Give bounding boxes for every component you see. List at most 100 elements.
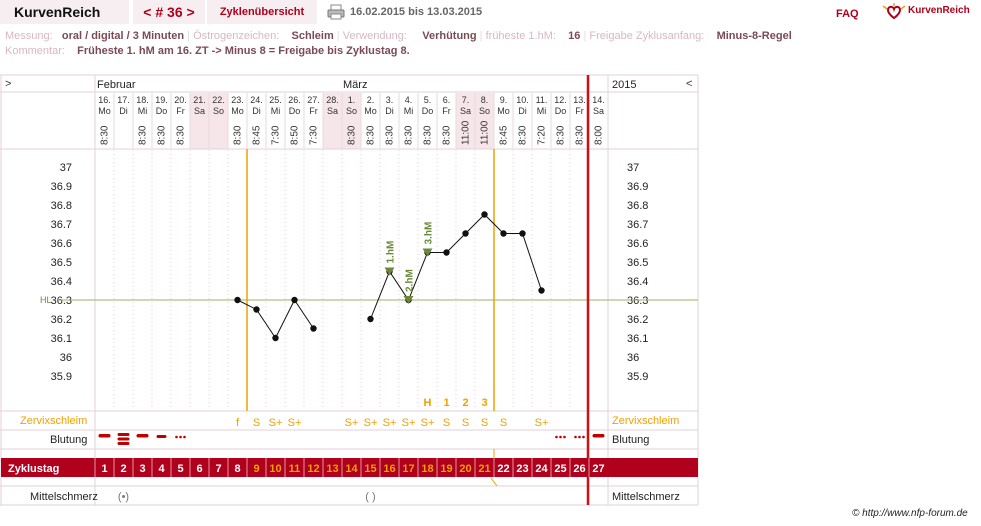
y-tick-left: 36.1 <box>51 333 72 345</box>
weekend-column <box>475 93 494 149</box>
nav-prev-button[interactable]: > <box>5 78 11 90</box>
date-label: 8. <box>481 95 489 105</box>
freigabe-label: Freigabe Zyklusanfang: <box>589 30 705 42</box>
y-tick-right: 35.9 <box>627 371 648 383</box>
date-label: 18. <box>136 95 149 105</box>
y-tick-right: 36.4 <box>627 276 648 288</box>
bleeding-mark <box>582 435 585 439</box>
cervix-count: H <box>424 397 432 409</box>
zervix-value: S+ <box>402 417 416 429</box>
measurement-time: 8:30 <box>556 125 567 145</box>
cycle-day-number: 20 <box>459 463 471 475</box>
measurement-time: 8:30 <box>138 125 149 145</box>
weekend-column <box>323 93 342 149</box>
mittelschmerz-row-label: Mittelschmerz <box>30 491 98 503</box>
high-marker-label: 1.hM <box>386 241 397 264</box>
weekday-label: So <box>213 106 224 116</box>
measurement-time: 11:00 <box>461 120 472 145</box>
fruehste-label: früheste 1.hM: <box>485 30 556 42</box>
cycle-day-number: 14 <box>345 463 358 475</box>
bleeding-mark <box>183 435 186 439</box>
printer-icon[interactable] <box>327 4 345 20</box>
measurement-time: 8:30 <box>233 125 244 145</box>
temperature-point <box>443 249 450 256</box>
hl-label: HL <box>40 295 52 305</box>
temperature-point <box>310 325 317 332</box>
nav-next-button[interactable]: < <box>686 78 692 90</box>
mittelschmerz-symbol: ( ) <box>365 491 375 503</box>
measurement-time: 7:30 <box>309 125 320 145</box>
fruehste-value: 16 <box>568 30 581 42</box>
temperature-line <box>370 213 542 320</box>
bleeding-mark <box>555 435 558 439</box>
bleeding-mark <box>592 434 605 438</box>
cycle-day-label: Zyklustag <box>8 463 59 475</box>
measurement-time: 8:50 <box>290 125 301 145</box>
zervix-value: S+ <box>288 417 302 429</box>
temperature-point <box>538 287 545 294</box>
oestrogen-value: Schleim <box>291 30 334 42</box>
cycle-overview-link[interactable]: Zyklenübersicht <box>207 0 318 24</box>
weekday-label: Mi <box>271 106 281 116</box>
cycle-day-number: 26 <box>573 463 585 475</box>
logo-text[interactable]: KurvenReich <box>908 5 970 16</box>
y-tick-right: 37 <box>627 162 639 174</box>
weekday-label: Di <box>119 106 128 116</box>
weekday-label: Do <box>156 106 168 116</box>
cycle-day-number: 24 <box>535 463 548 475</box>
weekday-label: Mo <box>231 106 244 116</box>
cycle-day-number: 3 <box>139 463 145 475</box>
temperature-point <box>234 296 241 304</box>
cervix-count: 1 <box>443 397 449 409</box>
weekday-label: Di <box>252 106 261 116</box>
zervix-value: S <box>500 417 507 429</box>
zervix-value: S <box>443 417 450 429</box>
zervix-value: S+ <box>421 417 435 429</box>
date-label: 17. <box>117 95 130 105</box>
top-bar: KurvenReich < # 36 > Zyklenübersicht 16.… <box>0 0 981 26</box>
y-tick-left: 36.4 <box>51 276 72 288</box>
weekday-label: Fr <box>309 106 318 116</box>
bleeding-mark <box>175 435 178 439</box>
weekday-label: Mo <box>98 106 111 116</box>
measurement-time: 8:30 <box>176 125 187 145</box>
bleeding-mark <box>117 442 130 445</box>
measurement-time: 8:00 <box>594 125 605 145</box>
zervix-value: S <box>462 417 469 429</box>
y-tick-left: 37 <box>60 162 72 174</box>
weekday-label: Mo <box>497 106 510 116</box>
y-tick-left: 36.6 <box>51 238 72 250</box>
cycle-day-number: 10 <box>269 463 281 475</box>
date-label: 21. <box>193 95 206 105</box>
cycle-day-number: 11 <box>289 463 301 475</box>
cycle-day-number: 27 <box>592 463 604 475</box>
info-row-1: Messung: oral / digital / 3 Minuten | Ös… <box>5 30 792 42</box>
y-tick-right: 36.1 <box>627 333 648 345</box>
weekday-label: Fr <box>575 106 584 116</box>
bleeding-mark <box>179 435 182 439</box>
weekday-label: Sa <box>194 106 205 116</box>
high-marker-triangle <box>403 296 414 304</box>
cycle-navigation[interactable]: < # 36 > <box>133 0 206 24</box>
zervix-value: S+ <box>269 417 283 429</box>
weekday-label: Fr <box>442 106 451 116</box>
measurement-time: 8:30 <box>100 125 111 145</box>
date-label: 20. <box>174 95 187 105</box>
high-marker-triangle <box>384 267 395 276</box>
temperature-point <box>367 315 374 323</box>
high-marker-label: 3.hM <box>424 222 435 245</box>
weekday-label: Sa <box>460 106 471 116</box>
date-label: 25. <box>269 95 282 105</box>
heart-logo-icon[interactable] <box>880 2 980 24</box>
measurement-time: 8:30 <box>404 125 415 145</box>
copyright: © http://www.nfp-forum.de <box>852 508 968 519</box>
date-range: 16.02.2015 bis 13.03.2015 <box>350 6 483 18</box>
cycle-day-number: 2 <box>120 463 126 475</box>
date-label: 6. <box>443 95 451 105</box>
faq-link[interactable]: FAQ <box>836 8 859 20</box>
weekday-label: Sa <box>593 106 604 116</box>
cycle-day-bar <box>1 458 698 477</box>
weekend-column <box>342 93 361 149</box>
date-label: 19. <box>155 95 168 105</box>
y-tick-left: 36.8 <box>51 200 72 212</box>
